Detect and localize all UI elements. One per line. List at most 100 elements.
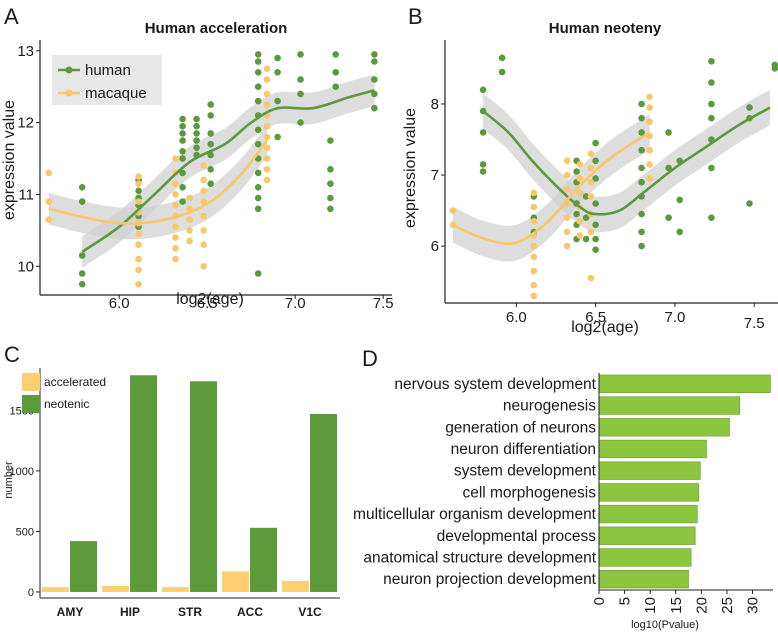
data-point-human [592, 157, 599, 165]
data-point-macaque [646, 118, 653, 125]
panel-d-chart: nervous system development neurogenesis ge… [353, 373, 773, 631]
data-point-macaque [186, 237, 193, 245]
data-point-macaque [263, 101, 271, 108]
data-point-human [582, 235, 590, 243]
legend-marker-macaque [65, 89, 73, 97]
panel-letter-b: B [408, 4, 423, 29]
data-point-human [592, 175, 599, 182]
panel-d-xlabel: log10(Pvalue) [631, 619, 699, 631]
data-point-macaque [646, 146, 653, 154]
bar-neotenic [310, 414, 337, 592]
go-term-label: developmental process [437, 528, 597, 545]
data-point-human [479, 129, 487, 136]
data-point-macaque [587, 178, 595, 186]
data-point-macaque [263, 76, 271, 83]
data-point-human [371, 76, 378, 83]
legend-marker-human [65, 66, 73, 74]
data-point-macaque [530, 189, 538, 197]
data-point-human [665, 164, 672, 172]
data-point-human [771, 61, 778, 69]
data-point-human [327, 166, 334, 173]
data-point-macaque [530, 218, 538, 225]
data-point-macaque [135, 173, 142, 180]
go-term-label: system development [454, 463, 597, 480]
data-point-macaque [135, 198, 142, 205]
data-point-macaque [172, 234, 179, 241]
data-point-human [78, 252, 86, 259]
go-term-label: neurogenesis [503, 398, 596, 415]
data-point-human [179, 115, 186, 123]
data-point-human [332, 83, 340, 90]
x-tick-label: 7.5 [373, 295, 394, 312]
panel-a-axes: 10 11 12 13 6.0 6.5 7.0 7.5 [17, 40, 394, 312]
data-point-human [254, 194, 262, 202]
data-point-human [207, 130, 214, 137]
data-point-human [479, 161, 487, 168]
go-term-label: neuron differentiation [451, 441, 596, 458]
panel-b-title: Human neoteny [549, 20, 662, 37]
data-point-human [135, 187, 142, 195]
y-tick-label: 6 [431, 238, 439, 255]
data-point-macaque [45, 169, 53, 177]
data-point-macaque [186, 216, 193, 223]
panel-a-trend-lines [48, 89, 375, 253]
data-point-human [573, 210, 580, 218]
x-tick-label: 0 [591, 597, 608, 605]
panel-a-points [45, 51, 378, 288]
panel-b-confidence-bands [452, 89, 771, 262]
bar-accelerated [162, 587, 189, 592]
data-point-macaque [263, 155, 271, 162]
bar-go-term [598, 418, 730, 437]
data-point-human [179, 184, 186, 191]
data-point-macaque [186, 194, 193, 202]
data-point-macaque [587, 150, 595, 157]
data-point-human [371, 90, 378, 98]
data-point-human [479, 86, 487, 94]
panel-d-axes: nervous system development neurogenesis ge… [353, 373, 773, 614]
data-point-human [676, 196, 683, 204]
data-point-human [638, 164, 645, 172]
go-term-label: nervous system development [394, 376, 596, 393]
data-point-macaque [263, 133, 271, 141]
x-tick-label: 20 [693, 597, 710, 614]
bar-go-term [598, 526, 696, 545]
data-point-macaque [587, 164, 595, 172]
data-point-human [638, 129, 645, 136]
data-point-human [592, 246, 599, 253]
panel-b-axes: 6 7 8 6.0 6.5 7.0 7.5 [431, 40, 778, 332]
data-point-human [327, 194, 334, 202]
data-point-macaque [200, 162, 207, 169]
data-point-macaque [263, 176, 271, 184]
panel-c-ylabel: number [3, 461, 15, 499]
data-point-human [592, 200, 599, 207]
data-point-human [638, 100, 645, 108]
x-tick-label: 7.5 [744, 315, 765, 332]
panel-c-legend: accelerated neotenic [22, 373, 106, 413]
data-point-human [179, 155, 186, 162]
go-term-label: cell morphogenesis [462, 484, 596, 501]
data-point-human [297, 90, 304, 98]
data-point-human [207, 140, 214, 148]
data-point-macaque [563, 242, 571, 250]
data-point-human [592, 235, 599, 243]
bar-accelerated [222, 571, 249, 592]
data-point-macaque [576, 161, 584, 168]
bar-neotenic [250, 527, 277, 592]
y-tick-label: 0 [28, 587, 34, 599]
data-point-human [254, 51, 262, 58]
data-point-human [193, 144, 200, 151]
data-point-macaque [587, 193, 595, 200]
data-point-macaque [449, 207, 457, 214]
panel-b-points [449, 54, 778, 300]
data-point-human [179, 122, 186, 130]
go-term-label: multicellular organism development [353, 506, 597, 523]
x-tick-label: 6.0 [109, 295, 130, 312]
data-point-macaque [576, 175, 584, 182]
bar-neotenic [130, 375, 157, 592]
category-label: AMY [57, 605, 84, 619]
data-point-human [665, 129, 672, 136]
data-point-macaque [563, 171, 571, 179]
data-point-human [254, 140, 262, 148]
legend-label-macaque: macaque [85, 85, 147, 102]
